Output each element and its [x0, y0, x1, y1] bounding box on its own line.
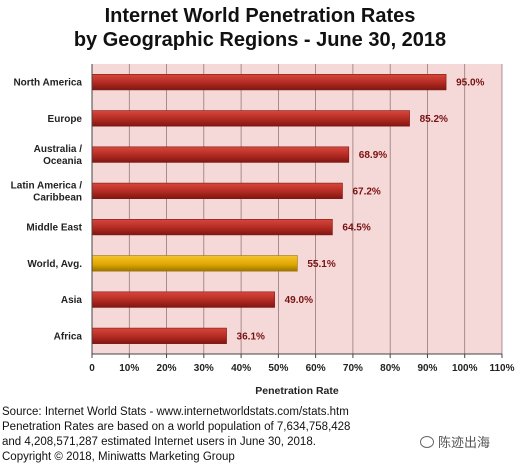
- bar-value-label: 85.2%: [420, 114, 448, 125]
- bar: [91, 291, 275, 308]
- x-axis-title: Penetration Rate: [255, 385, 339, 397]
- x-tick-label: 60%: [306, 363, 326, 374]
- category-label: World, Avg.: [27, 259, 82, 270]
- x-tick-label: 0: [89, 363, 95, 374]
- category-label: Latin America /: [11, 180, 83, 191]
- category-labels: North America Europe Australia /Oceania Lat…: [11, 78, 83, 343]
- x-tick-label: 80%: [380, 363, 400, 374]
- x-tick-label: 100%: [452, 363, 478, 374]
- bar-value-label: 64.5%: [342, 223, 370, 234]
- category-label: Middle East: [26, 223, 82, 234]
- category-label: Caribbean: [33, 192, 82, 203]
- x-tick-label: 110%: [489, 363, 514, 374]
- category-label: Africa: [54, 331, 83, 342]
- bar: [91, 219, 333, 236]
- source-line-2: Penetration Rates are based on a world p…: [2, 421, 351, 433]
- chart-title-line-2: by Geographic Regions - June 30, 2018: [73, 29, 447, 51]
- chat-bubble-icon: [420, 435, 434, 448]
- bars: [91, 74, 447, 344]
- x-tick-label: 40%: [231, 363, 251, 374]
- bar: [91, 182, 343, 199]
- x-tick-label: 10%: [119, 363, 139, 374]
- x-tick-label: 30%: [194, 363, 214, 374]
- bar: [91, 327, 227, 344]
- x-tick-label: 90%: [417, 363, 437, 374]
- bar-value-label: 68.9%: [359, 150, 387, 161]
- category-label: North America: [13, 78, 82, 89]
- bar-value-label: 36.1%: [237, 331, 265, 342]
- x-tick-label: 20%: [157, 363, 177, 374]
- category-label: Oceania: [43, 156, 82, 167]
- source-line-4: Copyright © 2018, Miniwatts Marketing Gr…: [2, 451, 235, 463]
- x-tick-label: 70%: [343, 363, 363, 374]
- bar-value-label: 67.2%: [352, 186, 380, 197]
- x-tick-label: 50%: [268, 363, 288, 374]
- watermark-text: 陈迹出海: [438, 435, 491, 450]
- value-labels: 95.0% 85.2% 68.9% 67.2% 64.5% 55.1% 49.0% 36.1%: [237, 78, 485, 343]
- bar-value-label: 95.0%: [456, 78, 484, 89]
- source-line-1: Source: Internet World Stats - www.inter…: [2, 406, 349, 418]
- source-line-3: and 4,208,571,287 estimated Internet use…: [2, 436, 316, 448]
- bar: [91, 110, 410, 127]
- bar: [91, 74, 447, 91]
- bar-value-label: 49.0%: [285, 295, 313, 306]
- bar-value-label: 55.1%: [307, 259, 335, 270]
- category-label: Australia /: [34, 144, 83, 155]
- x-tick-labels: 0 10% 20% 30% 40% 50% 60% 70% 80% 90% 100% 110%: [89, 354, 515, 374]
- source-note: Source: Internet World Stats - www.inter…: [2, 405, 502, 465]
- watermark: 陈迹出海: [420, 432, 490, 451]
- chart-title: Internet World Penetration Rates by Geog…: [0, 4, 520, 52]
- category-label: Europe: [48, 114, 83, 125]
- bar-chart: 95.0% 85.2% 68.9% 67.2% 64.5% 55.1% 49.0% 36.1%…: [11, 64, 515, 397]
- bar: [91, 146, 350, 163]
- bar: [91, 255, 298, 272]
- plot-area: [92, 64, 502, 354]
- category-label: Asia: [61, 295, 83, 306]
- chart-title-line-1: Internet World Penetration Rates: [104, 5, 416, 27]
